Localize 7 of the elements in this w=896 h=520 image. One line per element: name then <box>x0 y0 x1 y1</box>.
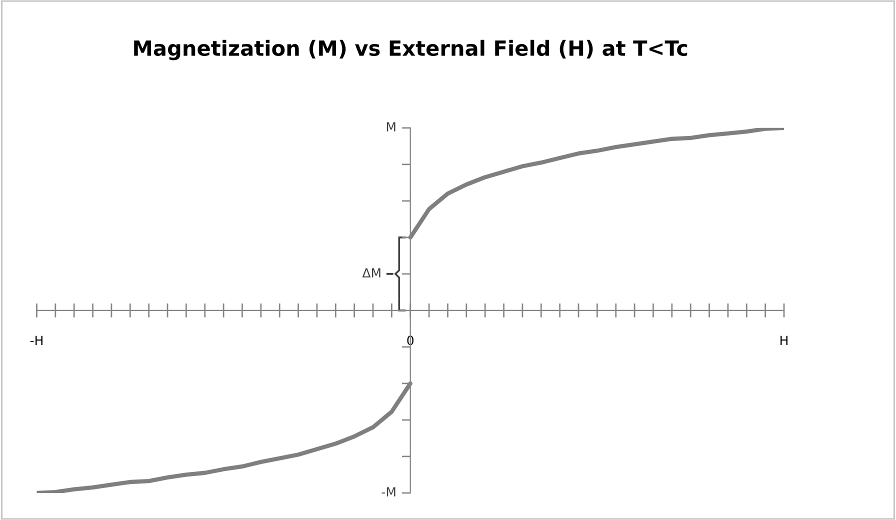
annotation: ΔM <box>362 268 380 278</box>
annotation: -M <box>382 487 396 496</box>
x-tick-label: H <box>780 336 788 345</box>
x-tick-label: 0 <box>407 336 414 346</box>
chart-title: Magnetization (M) vs External Field (H) at T<Tc <box>134 40 688 60</box>
annotation: M <box>386 122 396 132</box>
x-tick-label: -H <box>30 336 42 345</box>
